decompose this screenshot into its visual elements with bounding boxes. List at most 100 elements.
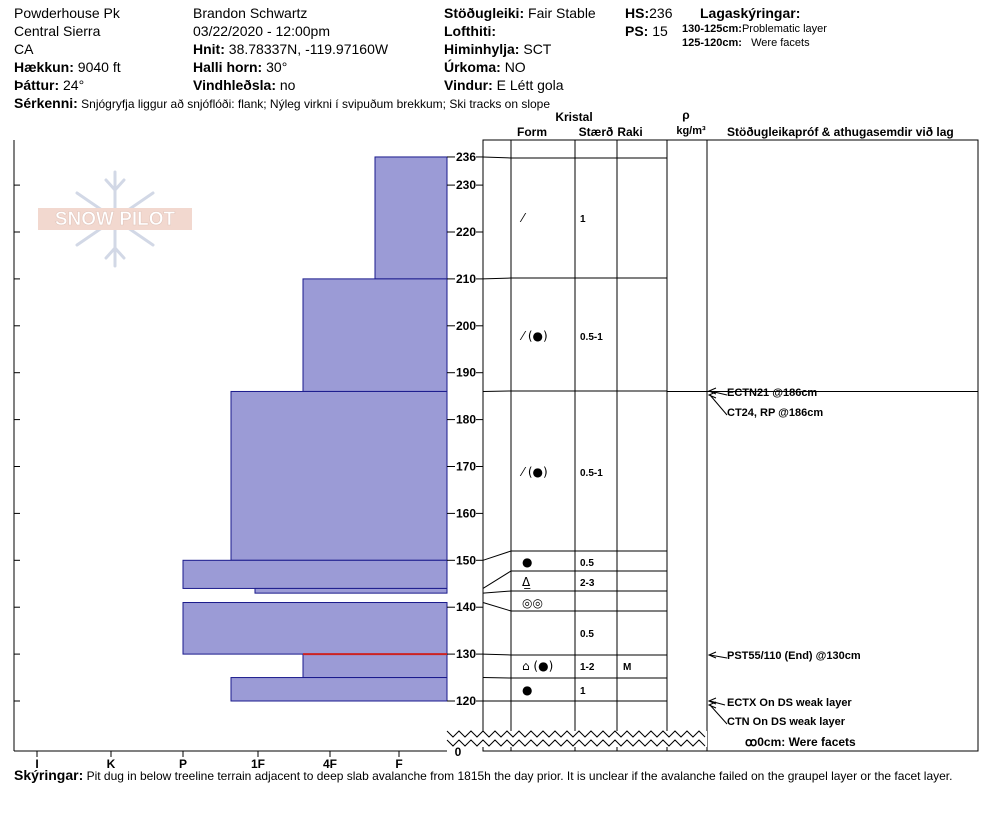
observer: Brandon Schwartz — [193, 5, 308, 21]
form-header: Form — [517, 125, 547, 139]
wind-loading: Vindhleðsla: no — [193, 76, 295, 94]
hardness-bar — [182, 602, 448, 655]
hardness-bar — [230, 677, 448, 702]
aspect: Þáttur: 24° — [14, 76, 84, 94]
precip-label: Úrkoma: — [444, 59, 501, 75]
depth-label: 210 — [456, 272, 476, 286]
grain-size: 0.5-1 — [580, 468, 603, 479]
test-label: ECTX On DS weak layer — [727, 697, 852, 709]
test-arrowhead — [707, 651, 717, 659]
ps: PS: 15 — [625, 22, 668, 40]
depth-zero-label: 0 — [455, 745, 462, 759]
logo-text: SNOW PILOT — [55, 209, 176, 230]
test-arrow — [709, 394, 728, 416]
layer-note-2: 125-120cm: Were facets — [682, 36, 810, 50]
coords-label: Hnit: — [193, 41, 225, 57]
wind-label: Vindur: — [444, 77, 493, 93]
depth-label: 220 — [456, 225, 476, 239]
slope-value: 30° — [266, 59, 288, 75]
precip-value: NO — [504, 59, 526, 75]
grain-form-icon: ● — [522, 683, 532, 697]
test-arrow — [709, 704, 728, 725]
grain-size: 0.5 — [580, 629, 594, 640]
location: Powderhouse Pk — [14, 5, 120, 21]
depth-label: 230 — [456, 178, 476, 192]
depth-label: 140 — [456, 600, 476, 614]
hs-label: HS: — [625, 5, 650, 21]
test-label: ECTN21 @186cm — [727, 387, 817, 399]
moisture-header: Raki — [617, 125, 642, 139]
footer-notes: Skýringar: Pit dug in below treeline ter… — [14, 766, 952, 785]
depth-label-top: 236 — [456, 150, 476, 164]
region: Central Sierra — [14, 23, 101, 39]
layer-boundary — [482, 277, 667, 280]
test-arrow — [709, 700, 726, 706]
density-symbol: ρ — [682, 108, 689, 122]
grain-size: 1 — [580, 686, 586, 697]
hs-value: 236 — [649, 5, 673, 21]
depth-label: 180 — [456, 413, 476, 427]
grain-form-icon: ⌂ (●) — [522, 659, 553, 673]
sky: Himinhylja: SCT — [444, 40, 551, 58]
elevation-value: 9040 ft — [77, 59, 121, 75]
wind: Vindur: E Létt gola — [444, 76, 564, 94]
layer-symbols: ⁄ 1 ⁄ (●) 0.5-1 ⁄ (●) 0.5-1 ● 0.5 ᐃ̲ 2-3 ◎◎ 0.5 ⌂ (●… — [519, 211, 631, 697]
layer-lines — [482, 156, 978, 702]
layer-boundary — [482, 550, 667, 561]
depth-label: 120 — [456, 694, 476, 708]
layer-note-1: 130-125cm:Problematic layer — [682, 22, 827, 36]
grain-form-icon: ● — [522, 555, 532, 569]
layer-note-1-text: Problematic layer — [741, 23, 827, 35]
snowpilot-logo: SNOW PILOT — [38, 170, 192, 268]
hardness-tick-label: P — [179, 757, 187, 771]
layer-boundary — [482, 390, 667, 392]
sky-value: SCT — [523, 41, 552, 57]
depth-label: 190 — [456, 366, 476, 380]
hardness-bar — [302, 278, 448, 392]
crystal-table — [482, 139, 979, 752]
air-temp: Lofthiti: — [444, 22, 496, 40]
wind-loading-label: Vindhleðsla: — [193, 77, 276, 93]
grain-form-icon: ᐃ̲ — [522, 575, 531, 589]
hardness-tick-label: 4F — [323, 757, 337, 771]
stability-value: Fair Stable — [528, 5, 596, 21]
layer-boundary — [482, 590, 667, 594]
depth-label: 160 — [456, 506, 476, 520]
depth-label: 130 — [456, 647, 476, 661]
hardness-ticks: I K P 1F 4F F — [35, 751, 403, 771]
hardness-tick-label: F — [395, 757, 402, 771]
grain-form-icon: ⁄ — [519, 211, 527, 225]
hardness-bar — [230, 390, 448, 561]
grain-size: 0.5-1 — [580, 332, 603, 343]
hardness-bars — [182, 156, 448, 702]
elevation: Hækkun: 9040 ft — [14, 58, 121, 76]
stability-tests: ECTN21 @186cm CT24, RP @186cm PST55/110 (E… — [707, 387, 861, 728]
test-label: CT24, RP @186cm — [727, 407, 823, 419]
depth-label: 170 — [456, 460, 476, 474]
slope: Halli horn: 30° — [193, 58, 287, 76]
axis-break — [446, 730, 707, 747]
layer-notes-title: Lagaskýringar: — [700, 4, 800, 22]
tests-header: Stöðugleikapróf & athugasemdir við lag — [727, 125, 954, 139]
air-temp-label: Lofthiti: — [444, 23, 497, 39]
grain-form-icon: ⁄ (●) — [519, 465, 548, 479]
datetime: 03/22/2020 - 12:00pm — [193, 23, 330, 39]
size-header: Stærð — [579, 125, 614, 139]
bottom-note: ꝏ0cm: Were facets — [745, 735, 856, 749]
hardness-tick-label: I — [35, 757, 38, 771]
depth-label: 150 — [456, 553, 476, 567]
layer-note-2-range: 125-120cm: — [682, 37, 742, 49]
wind-loading-value: no — [279, 77, 296, 93]
layer-note-1-range: 130-125cm: — [682, 23, 742, 35]
precip: Úrkoma: NO — [444, 58, 526, 76]
hardness-bar — [254, 587, 448, 594]
layer-notes-title-text: Lagaskýringar: — [700, 5, 801, 21]
test-arrowhead — [707, 391, 717, 399]
grain-form-icon: ◎◎ — [522, 596, 543, 610]
left-ticks — [14, 184, 20, 702]
hardness-tick-label: K — [107, 757, 116, 771]
table-frame — [482, 139, 979, 752]
features-text: Snjógryfja liggur að snjóflóði: flank; N… — [81, 97, 551, 111]
hardness-bar — [374, 156, 448, 280]
